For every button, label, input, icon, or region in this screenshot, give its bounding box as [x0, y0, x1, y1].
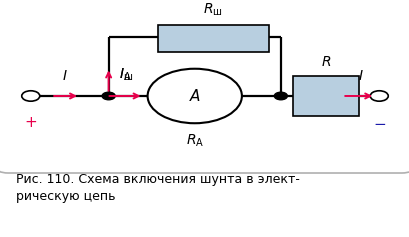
Text: $I$: $I$ [62, 69, 67, 83]
Circle shape [369, 91, 387, 101]
Text: $R$: $R$ [320, 55, 330, 69]
FancyBboxPatch shape [0, 0, 409, 173]
Text: $I$: $I$ [357, 69, 363, 83]
Text: $R_{\rm ш}$: $R_{\rm ш}$ [203, 1, 222, 18]
Text: $A$: $A$ [188, 88, 200, 104]
Text: $-$: $-$ [372, 115, 385, 130]
Text: Рис. 110. Схема включения шунта в элект-
рическую цепь: Рис. 110. Схема включения шунта в элект-… [16, 173, 299, 203]
Circle shape [102, 92, 115, 100]
Circle shape [147, 69, 241, 123]
Text: $R_{\rm A}$: $R_{\rm A}$ [185, 133, 203, 149]
Text: $+$: $+$ [24, 115, 37, 130]
Text: $I_{\rm ш}$: $I_{\rm ш}$ [119, 66, 133, 83]
Circle shape [274, 92, 287, 100]
FancyBboxPatch shape [157, 25, 268, 52]
Text: $I_{\rm A}$: $I_{\rm A}$ [119, 67, 131, 83]
FancyBboxPatch shape [292, 76, 358, 116]
Circle shape [22, 91, 40, 101]
